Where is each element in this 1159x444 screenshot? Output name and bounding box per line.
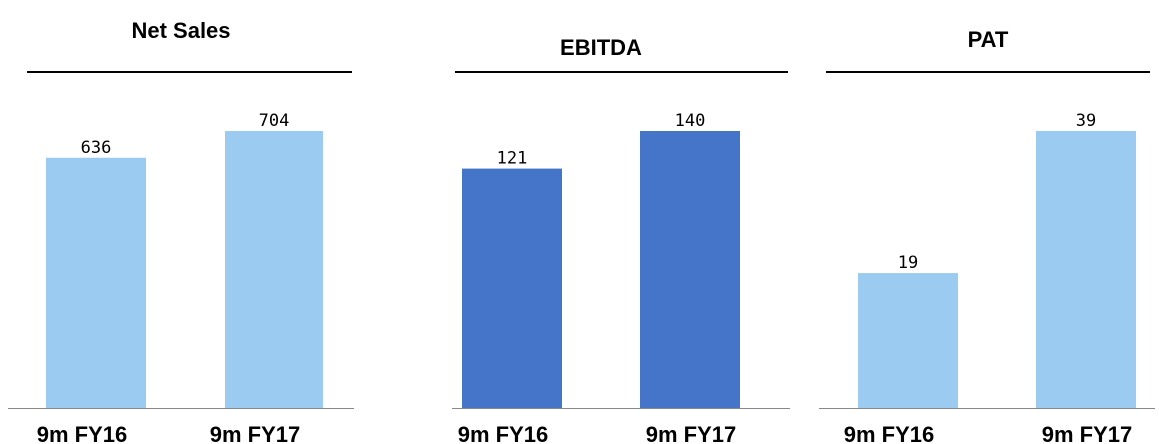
net-sales-bar-9m-fy16: [46, 157, 146, 408]
ebitda-title: EBITDA: [560, 35, 642, 60]
ebitda-value-label-9m-fy16: 121: [497, 149, 528, 169]
ebitda-value-label-9m-fy17: 140: [675, 111, 706, 131]
pat-category-label-9m-fy17: 9m FY17: [1042, 422, 1133, 444]
net-sales-value-label-9m-fy16: 636: [81, 138, 112, 158]
pat-title: PAT: [968, 27, 1009, 52]
pat-bar-9m-fy17: [1036, 131, 1136, 408]
net-sales-value-label-9m-fy17: 704: [259, 111, 290, 131]
net-sales-bar-9m-fy17: [225, 131, 323, 408]
ebitda-bar-9m-fy17: [640, 131, 740, 408]
net-sales-panel: Net Sales 636 9m FY16 704 9m FY17: [8, 18, 354, 444]
net-sales-title: Net Sales: [131, 18, 230, 43]
net-sales-category-label-9m-fy16: 9m FY16: [37, 422, 128, 444]
ebitda-bar-9m-fy16: [462, 168, 562, 408]
pat-category-label-9m-fy16: 9m FY16: [844, 422, 935, 444]
pat-value-label-9m-fy17: 39: [1076, 111, 1096, 131]
ebitda-category-label-9m-fy16: 9m FY16: [458, 422, 549, 444]
pat-bar-9m-fy16: [858, 273, 958, 408]
pat-value-label-9m-fy16: 19: [898, 253, 918, 273]
ebitda-panel: EBITDA 121 9m FY16 140 9m FY17: [452, 35, 790, 444]
net-sales-category-label-9m-fy17: 9m FY17: [210, 422, 301, 444]
pat-panel: PAT 19 9m FY16 39 9m FY17: [819, 27, 1155, 444]
ebitda-category-label-9m-fy17: 9m FY17: [646, 422, 737, 444]
